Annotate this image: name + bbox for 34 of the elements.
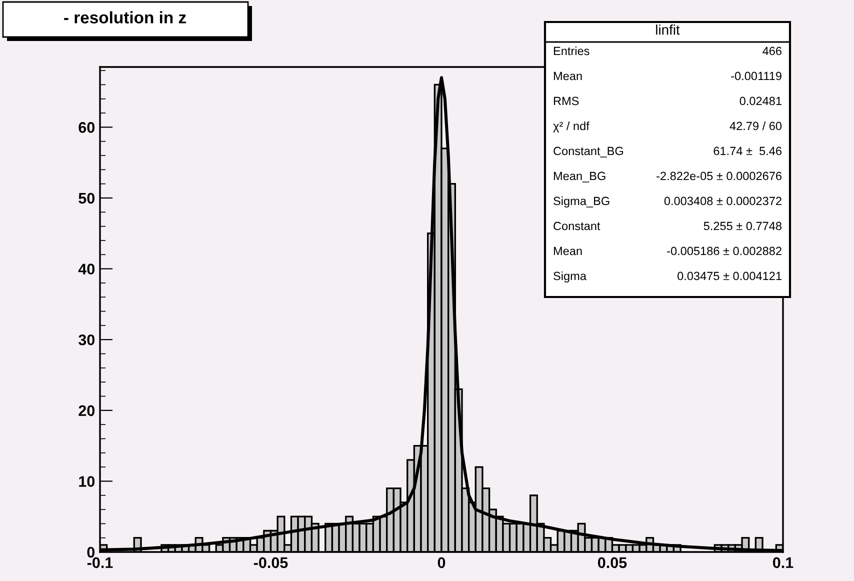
x-tick-label: 0 bbox=[438, 557, 446, 568]
annotation: RMS bbox=[554, 96, 579, 106]
chart-title: - resolution in z bbox=[64, 11, 186, 24]
annotation: Sigma_BG bbox=[554, 196, 610, 208]
annotation: 0.003408 ± 0.0002372 bbox=[664, 196, 782, 206]
y-tick-label: 30 bbox=[78, 334, 95, 346]
annotation: Mean_BG bbox=[554, 172, 606, 182]
y-tick-label: 20 bbox=[78, 405, 95, 416]
text: linfit bbox=[656, 24, 680, 35]
x-tick-label: -0.1 bbox=[87, 557, 113, 568]
y-tick-label: 40 bbox=[78, 264, 95, 274]
annotation: 42.79 / 60 bbox=[730, 122, 782, 130]
y-tick-label: 50 bbox=[78, 192, 95, 204]
annotation: Mean bbox=[554, 72, 582, 80]
annotation: χ² / ndf bbox=[553, 122, 590, 132]
x-tick-label: 0.05 bbox=[598, 557, 627, 568]
annotation: Sigma bbox=[554, 271, 586, 283]
y-tick-label: 10 bbox=[79, 476, 95, 487]
annotation: 61.74 ± 5.46 bbox=[714, 146, 782, 156]
text: 466 bbox=[762, 46, 782, 56]
annotation: Constant bbox=[554, 222, 600, 230]
annotation: Mean bbox=[554, 246, 582, 256]
annotation: 5.255 ± 0.7748 bbox=[704, 222, 782, 230]
annotation: -0.005186 ± 0.002882 bbox=[667, 246, 782, 256]
annotation: -0.001119 bbox=[731, 72, 782, 80]
text: Entries bbox=[554, 46, 590, 56]
y-tick-label: 0 bbox=[87, 546, 95, 558]
annotation: Constant_BG bbox=[554, 146, 623, 158]
annotation: 0.03475 ± 0.004121 bbox=[678, 272, 782, 280]
x-tick-label: 0.1 bbox=[772, 557, 794, 568]
annotation: 0.02481 bbox=[740, 96, 782, 106]
y-tick-label: 60 bbox=[78, 122, 95, 133]
annotation: -2.822e-05 ± 0.0002676 bbox=[656, 172, 782, 180]
x-tick-label: -0.05 bbox=[254, 557, 288, 568]
